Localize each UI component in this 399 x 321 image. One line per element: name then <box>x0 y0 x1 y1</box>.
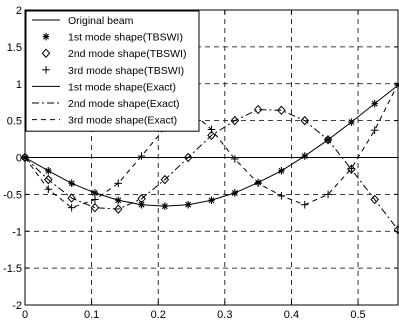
diamond-marker <box>44 174 53 185</box>
y-tick-label: 1.5 <box>7 42 22 54</box>
plus-marker <box>370 126 379 135</box>
x-tick-label: 0 <box>22 309 28 321</box>
axes: 0 0.1 0.2 0.3 0.4 0.5 -2 -1.5 -1 -0.5 0 0.5 1 1.5 2 <box>3 5 399 321</box>
y-tick-label: -1.5 <box>3 263 22 275</box>
legend-label: 2nd mode shape(Exact) <box>68 98 179 110</box>
diamond-marker <box>41 48 51 58</box>
legend-item: Original beam <box>32 15 134 27</box>
legend-label: 3rd mode shape(Exact) <box>68 115 177 127</box>
legend-label: 2nd mode shape(TBSWI) <box>68 48 186 60</box>
y-tick-label: 2 <box>16 5 22 17</box>
x-tick-label: 0.2 <box>151 309 166 321</box>
diamond-marker <box>207 130 216 141</box>
x-tick-label: 0.3 <box>217 309 232 321</box>
star-stroke <box>43 33 49 40</box>
legend-item: 3rd mode shape(TBSWI) <box>42 65 184 77</box>
plus-marker <box>67 203 76 212</box>
y-tick-label: 0.5 <box>7 116 22 128</box>
legend-label: 3rd mode shape(TBSWI) <box>68 65 184 77</box>
y-tick-label: 1 <box>16 79 22 91</box>
diamond-marker <box>113 204 123 214</box>
series-5 <box>24 84 399 207</box>
diamond-marker <box>277 105 286 116</box>
y-tick-label: 0 <box>16 153 22 165</box>
legend-item: 2nd mode shape(TBSWI) <box>41 48 186 60</box>
diamond-marker <box>370 194 379 205</box>
series-line <box>24 83 399 209</box>
plus-marker <box>231 155 239 163</box>
legend-item: 1st mode shape(Exact) <box>32 81 176 93</box>
y-tick-label: -0.5 <box>3 189 22 201</box>
series-6 <box>24 109 399 231</box>
series-line <box>24 109 399 231</box>
plus-marker <box>324 190 332 199</box>
x-tick-label: 0.1 <box>84 309 99 321</box>
plus-marker <box>347 164 356 173</box>
diamond-marker <box>160 174 170 185</box>
diamond-marker <box>67 193 76 203</box>
diamond-marker <box>347 164 356 175</box>
x-tick-label: 0.5 <box>350 309 365 321</box>
y-tick-label: -1 <box>12 226 22 238</box>
series-7 <box>24 83 399 209</box>
diamond-marker <box>253 104 263 115</box>
diamond-marker <box>300 115 310 126</box>
legend-label: Original beam <box>68 15 134 27</box>
legend-label: 1st mode shape(Exact) <box>68 81 176 93</box>
y-tick-label: -2 <box>12 300 22 312</box>
diamond-marker <box>183 152 193 163</box>
legend-item: 1st mode shape(TBSWI) <box>42 32 183 44</box>
legend-item: 2nd mode shape(Exact) <box>32 98 179 110</box>
series-layer <box>20 79 399 235</box>
plus-marker <box>137 152 146 160</box>
legend-box <box>25 10 200 132</box>
plus-marker <box>42 66 50 74</box>
legend-item: 3rd mode shape(Exact) <box>32 115 177 127</box>
series-line <box>24 84 399 207</box>
diamond-marker <box>90 202 100 213</box>
x-tick-label: 0.4 <box>284 309 299 321</box>
legend-label: 1st mode shape(TBSWI) <box>68 32 183 44</box>
star-marker <box>42 32 50 41</box>
legend: Original beam 1st mode shape(TBSWI) 2nd mo… <box>25 10 200 132</box>
plus-marker <box>114 179 123 188</box>
